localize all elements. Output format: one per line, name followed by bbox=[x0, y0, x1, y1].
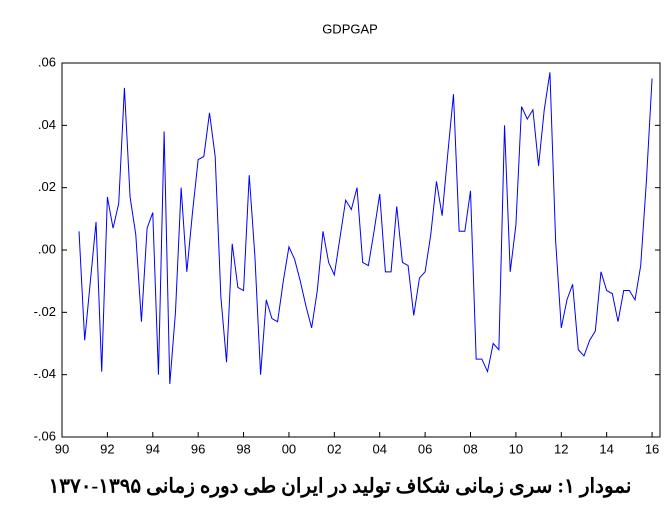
x-tick-label: 16 bbox=[645, 441, 659, 456]
x-tick-label: 12 bbox=[554, 441, 568, 456]
chart-title: GDPGAP bbox=[322, 21, 378, 36]
y-tick-label: -.04 bbox=[34, 366, 56, 381]
x-tick-label: 04 bbox=[372, 441, 386, 456]
x-tick-label: 90 bbox=[55, 441, 69, 456]
caption: نمودار ۱: سری زمانی شکاف تولید در ایران … bbox=[49, 476, 632, 499]
x-tick-label: 94 bbox=[146, 441, 160, 456]
x-tick-label: 00 bbox=[282, 441, 296, 456]
y-tick-label: -.02 bbox=[34, 304, 56, 319]
y-tick-label: .04 bbox=[38, 117, 56, 132]
x-tick-label: 10 bbox=[509, 441, 523, 456]
data-line bbox=[78, 72, 653, 385]
x-tick-label: 98 bbox=[236, 441, 250, 456]
y-tick-label: .06 bbox=[38, 54, 56, 69]
plot-frame bbox=[61, 62, 661, 438]
x-tick-label: 14 bbox=[599, 441, 613, 456]
x-tick-label: 92 bbox=[100, 441, 114, 456]
y-tick-label: .02 bbox=[38, 179, 56, 194]
x-tick-label: 06 bbox=[418, 441, 432, 456]
y-tick-label: .00 bbox=[38, 241, 56, 256]
x-tick-label: 02 bbox=[327, 441, 341, 456]
x-tick-label: 96 bbox=[191, 441, 205, 456]
y-tick-label: -.06 bbox=[34, 428, 56, 443]
x-tick-label: 08 bbox=[463, 441, 477, 456]
